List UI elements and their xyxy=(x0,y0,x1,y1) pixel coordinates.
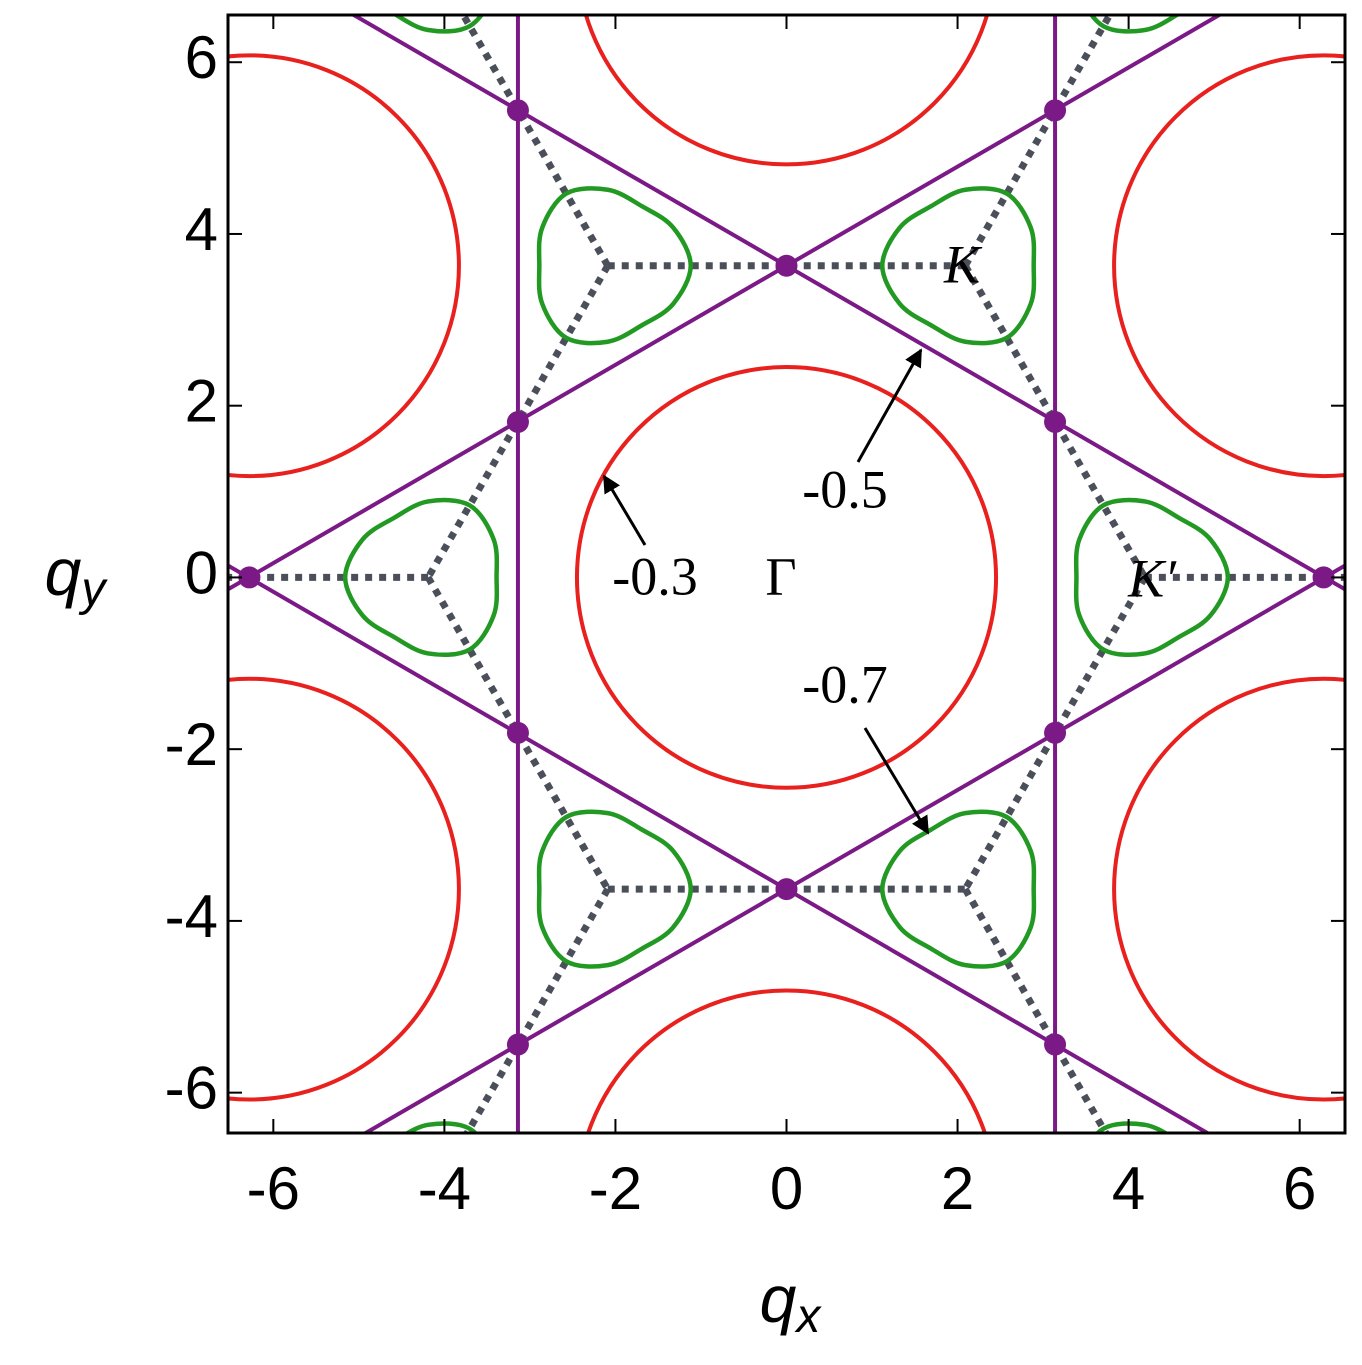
contour-node xyxy=(506,1033,529,1056)
x-tick-label: 0 xyxy=(770,1155,803,1222)
contour-node xyxy=(1044,99,1067,122)
contour-node xyxy=(1312,566,1335,589)
zone-edge xyxy=(962,887,1110,1133)
contour-line xyxy=(1112,53,1345,479)
contour-line xyxy=(228,53,461,479)
contour-line xyxy=(583,15,990,167)
x-tick-label: -4 xyxy=(418,1155,471,1222)
contour-line xyxy=(880,809,1037,969)
contour-node xyxy=(238,566,261,589)
x-tick-label: 2 xyxy=(941,1155,974,1222)
level-label: -0.7 xyxy=(802,654,887,714)
arrow xyxy=(856,348,923,463)
y-tick-label: -2 xyxy=(165,711,218,778)
contour-node xyxy=(775,878,798,901)
y-tick-label: 6 xyxy=(185,24,218,91)
zone-edge xyxy=(425,575,611,891)
x-tick-label: 4 xyxy=(1112,1155,1145,1222)
zone-edge xyxy=(425,263,611,580)
contour-line xyxy=(586,988,987,1133)
y-tick-label: 2 xyxy=(185,368,218,435)
y-axis-label: qy xyxy=(45,535,109,615)
contour-line xyxy=(536,186,693,346)
contour-line xyxy=(228,676,461,1102)
contour-line xyxy=(880,186,1037,346)
x-tick-label: -2 xyxy=(589,1155,642,1222)
contour-line xyxy=(1112,676,1345,1102)
zone-edge xyxy=(962,575,1148,891)
arrow xyxy=(863,727,930,835)
point-label: K′ xyxy=(1127,548,1177,608)
zone-edge xyxy=(962,263,1148,580)
contour-line xyxy=(574,365,999,790)
zone-edge xyxy=(962,15,1114,268)
y-tick-label: -6 xyxy=(165,1054,218,1121)
point-label: K xyxy=(943,234,983,294)
level-label: -0.5 xyxy=(802,459,887,519)
arrow xyxy=(602,474,647,546)
x-tick-label: 6 xyxy=(1283,1155,1316,1222)
contour-node xyxy=(506,411,529,434)
level-label: -0.3 xyxy=(612,546,697,606)
y-tick-label: -4 xyxy=(165,883,218,950)
plot-area xyxy=(228,15,1345,1133)
y-tick-label: 4 xyxy=(185,196,218,263)
contour-node xyxy=(1044,1033,1067,1056)
y-tick-label: 0 xyxy=(185,539,218,606)
contour-line xyxy=(1073,497,1231,658)
contour-line xyxy=(536,809,693,969)
x-axis-label: qx xyxy=(760,1262,823,1342)
annotations: -0.3 -0.5 -0.7 Γ K K′ xyxy=(602,234,1177,835)
x-tick-label: -6 xyxy=(247,1155,300,1222)
contour-node xyxy=(1044,411,1067,434)
contour-node xyxy=(1044,721,1067,744)
point-label: Γ xyxy=(765,546,796,606)
contour-line xyxy=(342,497,500,658)
contour-node xyxy=(506,721,529,744)
contour-node xyxy=(506,99,529,122)
zone-edge xyxy=(459,15,611,268)
contour-node xyxy=(775,254,798,277)
zone-edge xyxy=(463,887,611,1133)
